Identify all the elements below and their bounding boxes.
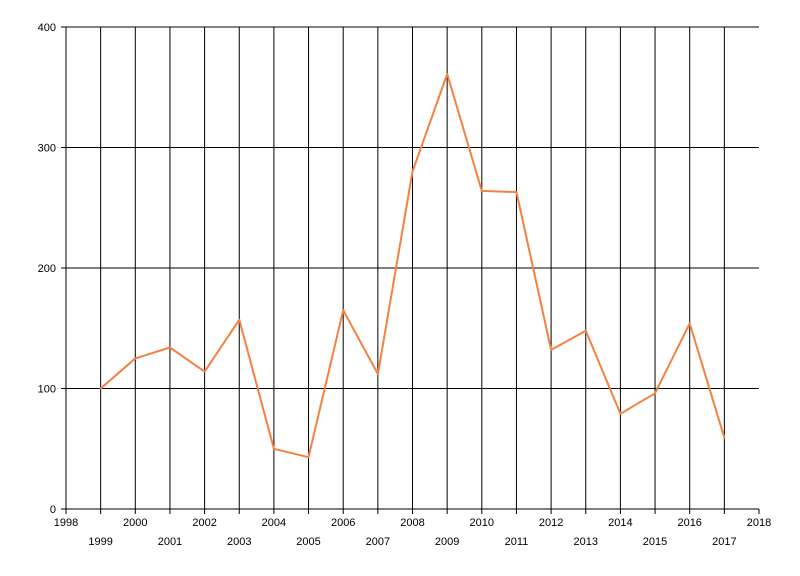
x-tick-label: 2001 — [158, 536, 182, 548]
data-point — [376, 373, 379, 376]
x-tick-label: 2015 — [643, 536, 667, 548]
data-point — [411, 170, 414, 173]
x-tick-label: 2016 — [677, 517, 701, 529]
x-tick-label: 2013 — [574, 536, 598, 548]
x-tick-label: 2010 — [470, 517, 494, 529]
y-tick-label: 100 — [38, 384, 56, 396]
data-point — [446, 72, 449, 75]
x-tick-label: 2014 — [608, 517, 632, 529]
x-tick-label: 2018 — [747, 517, 771, 529]
x-tick-label: 2011 — [505, 536, 529, 548]
x-tick-label: 2006 — [331, 517, 355, 529]
data-point — [307, 456, 310, 459]
data-point — [203, 370, 206, 373]
data-point — [723, 436, 726, 439]
y-tick-label: 400 — [38, 22, 56, 34]
data-point — [238, 318, 241, 321]
x-tick-label: 2003 — [227, 536, 251, 548]
y-tick-label: 200 — [38, 263, 56, 275]
x-tick-label: 1998 — [54, 517, 78, 529]
x-tick-label: 2012 — [539, 517, 563, 529]
data-point — [550, 348, 553, 351]
data-point — [515, 191, 518, 194]
x-tick-label: 2007 — [366, 536, 390, 548]
data-point — [688, 322, 691, 325]
axes — [61, 26, 760, 514]
data-point — [584, 329, 587, 332]
x-tick-label: 2000 — [123, 517, 147, 529]
data-point — [619, 412, 622, 415]
data-point — [342, 309, 345, 312]
x-tick-label: 2009 — [435, 536, 459, 548]
y-tick-label: 300 — [38, 143, 56, 155]
data-point — [272, 447, 275, 450]
x-tick-label: 2017 — [712, 536, 736, 548]
data-point — [480, 189, 483, 192]
x-tick-label: 1999 — [88, 536, 112, 548]
data-point — [654, 392, 657, 395]
series-group — [99, 72, 726, 459]
x-tick-labels: 1998 1999 2000 2001 2002 2003 2004 2005 2006 2007… — [54, 517, 771, 548]
x-tick-label: 2002 — [192, 517, 216, 529]
y-tick-label: 0 — [50, 504, 56, 516]
x-tick-label: 2008 — [400, 517, 424, 529]
data-point — [134, 357, 137, 360]
data-point — [99, 387, 102, 390]
grid-lines — [66, 26, 759, 509]
x-tick-label: 2005 — [296, 536, 320, 548]
data-point — [168, 346, 171, 349]
x-tick-label: 2004 — [262, 517, 286, 529]
y-tick-labels: 0 100 200 300 400 — [38, 22, 56, 516]
